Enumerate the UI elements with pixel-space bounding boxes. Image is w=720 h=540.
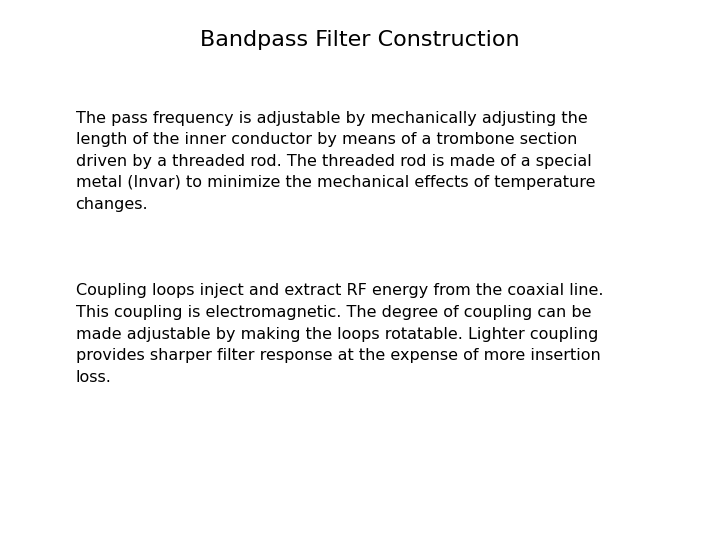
Text: Coupling loops inject and extract RF energy from the coaxial line.
This coupling: Coupling loops inject and extract RF ene… bbox=[76, 284, 603, 385]
Text: Bandpass Filter Construction: Bandpass Filter Construction bbox=[200, 30, 520, 50]
Text: The pass frequency is adjustable by mechanically adjusting the
length of the inn: The pass frequency is adjustable by mech… bbox=[76, 111, 595, 212]
